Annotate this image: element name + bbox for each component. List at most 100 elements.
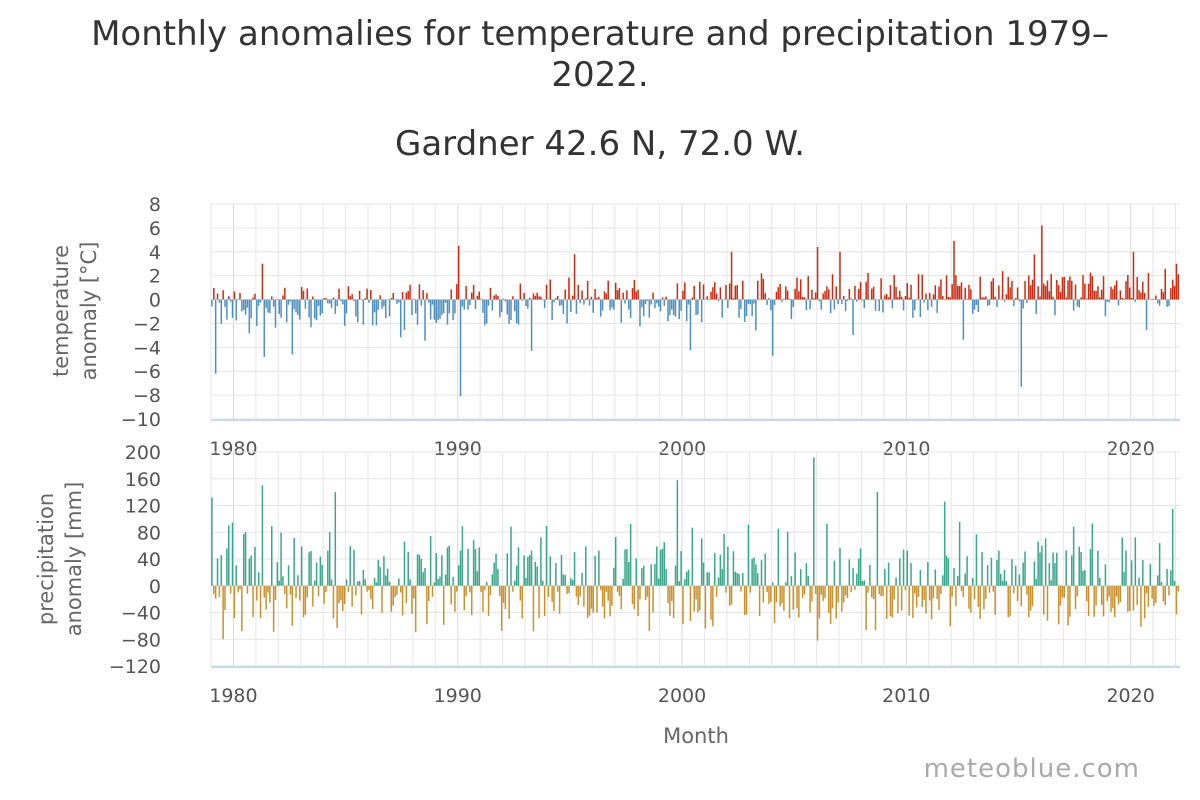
positive-anomaly-bar [734,571,737,586]
negative-anomaly-bar [792,585,795,610]
positive-anomaly-bar [955,275,957,300]
negative-anomaly-bar [390,585,393,612]
negative-anomaly-bar [930,585,933,620]
positive-anomaly-bar [852,567,854,586]
negative-anomaly-bar [940,585,942,595]
positive-anomaly-bar [856,573,858,586]
negative-anomaly-bar [850,585,852,593]
negative-anomaly-bar [1115,585,1118,597]
positive-anomaly-bar [732,298,735,300]
positive-anomaly-bar [785,582,787,586]
positive-anomaly-bar [1138,577,1140,586]
positive-anomaly-bar [884,295,886,300]
positive-anomaly-bar [536,292,538,300]
negative-anomaly-bar [648,299,651,318]
negative-anomaly-bar [224,299,226,308]
positive-anomaly-bar [1091,276,1094,300]
watermark-text: meteoblue.com [923,754,1140,784]
negative-anomaly-bar [371,585,374,609]
positive-anomaly-bar [756,280,759,300]
positive-anomaly-bar [614,536,617,586]
negative-anomaly-bar [828,585,830,613]
positive-anomaly-bar [465,285,467,300]
positive-anomaly-bar [254,547,256,586]
positive-anomaly-bar [1080,297,1082,300]
negative-anomaly-bar [274,585,277,600]
positive-anomaly-bar [1127,274,1129,300]
positive-anomaly-bar [444,574,447,586]
negative-anomaly-bar [779,585,781,607]
positive-anomaly-bar [1056,552,1058,586]
negative-anomaly-bar [267,299,269,313]
negative-anomaly-bar [671,585,673,602]
positive-anomaly-bar [573,552,576,586]
negative-anomaly-bar [775,585,778,603]
positive-anomaly-bar [824,291,826,300]
negative-anomaly-bar [375,299,378,326]
positive-anomaly-bar [814,292,817,300]
positive-anomaly-bar [383,556,385,586]
x-tick-label: 1980 [209,685,257,707]
negative-anomaly-bar [1093,585,1095,617]
negative-anomaly-bar [601,299,604,311]
negative-anomaly-bar [336,299,338,307]
negative-anomaly-bar [914,299,916,311]
negative-anomaly-bar [411,299,413,316]
negative-anomaly-bar [846,585,849,599]
positive-anomaly-bar [1001,271,1004,300]
negative-anomaly-bar [829,299,832,314]
negative-anomaly-bar [295,585,297,599]
positive-anomaly-bar [760,560,763,586]
positive-anomaly-bar [570,578,572,586]
negative-anomaly-bar [620,299,623,323]
positive-anomaly-bar [665,568,667,586]
negative-anomaly-bar [1078,299,1080,308]
negative-anomaly-bar [579,585,581,597]
positive-anomaly-bar [985,296,987,300]
positive-anomaly-bar [420,559,423,586]
negative-anomaly-bar [1018,299,1021,302]
negative-anomaly-bar [396,585,398,595]
positive-anomaly-bar [622,579,624,586]
negative-anomaly-bar [353,299,355,301]
negative-anomaly-bar [330,299,333,308]
positive-anomaly-bar [536,566,538,586]
negative-anomaly-bar [801,585,804,599]
negative-anomaly-bar [994,585,996,615]
negative-anomaly-bar [983,585,985,610]
negative-anomaly-bar [336,585,338,628]
positive-anomaly-bar [1132,251,1135,300]
positive-anomaly-bar [1039,296,1041,300]
negative-anomaly-bar [745,299,748,317]
negative-anomaly-bar [284,585,286,594]
negative-anomaly-bar [583,585,585,607]
negative-anomaly-bar [693,585,695,612]
positive-anomaly-bar [585,546,587,586]
positive-anomaly-bar [700,538,703,586]
positive-anomaly-bar [472,540,475,586]
positive-anomaly-bar [390,298,393,300]
negative-anomaly-bar [878,585,880,595]
negative-anomaly-bar [758,299,761,301]
positive-anomaly-bar [631,288,634,300]
negative-anomaly-bar [988,585,991,593]
positive-anomaly-bar [525,577,527,586]
negative-anomaly-bar [704,585,707,629]
negative-anomaly-bar [317,585,320,597]
positive-anomaly-bar [1011,559,1013,586]
positive-anomaly-bar [312,296,314,300]
negative-anomaly-bar [721,299,723,318]
negative-anomaly-bar [429,299,432,320]
negative-anomaly-bar [1054,299,1056,316]
positive-anomaly-bar [571,579,574,586]
positive-anomaly-bar [893,274,895,300]
positive-anomaly-bar [216,558,219,586]
negative-anomaly-bar [631,585,634,605]
negative-anomaly-bar [611,585,613,606]
positive-anomaly-bar [364,579,366,586]
negative-anomaly-bar [312,585,314,607]
positive-anomaly-bar [945,275,948,300]
positive-anomaly-bar [805,563,808,586]
